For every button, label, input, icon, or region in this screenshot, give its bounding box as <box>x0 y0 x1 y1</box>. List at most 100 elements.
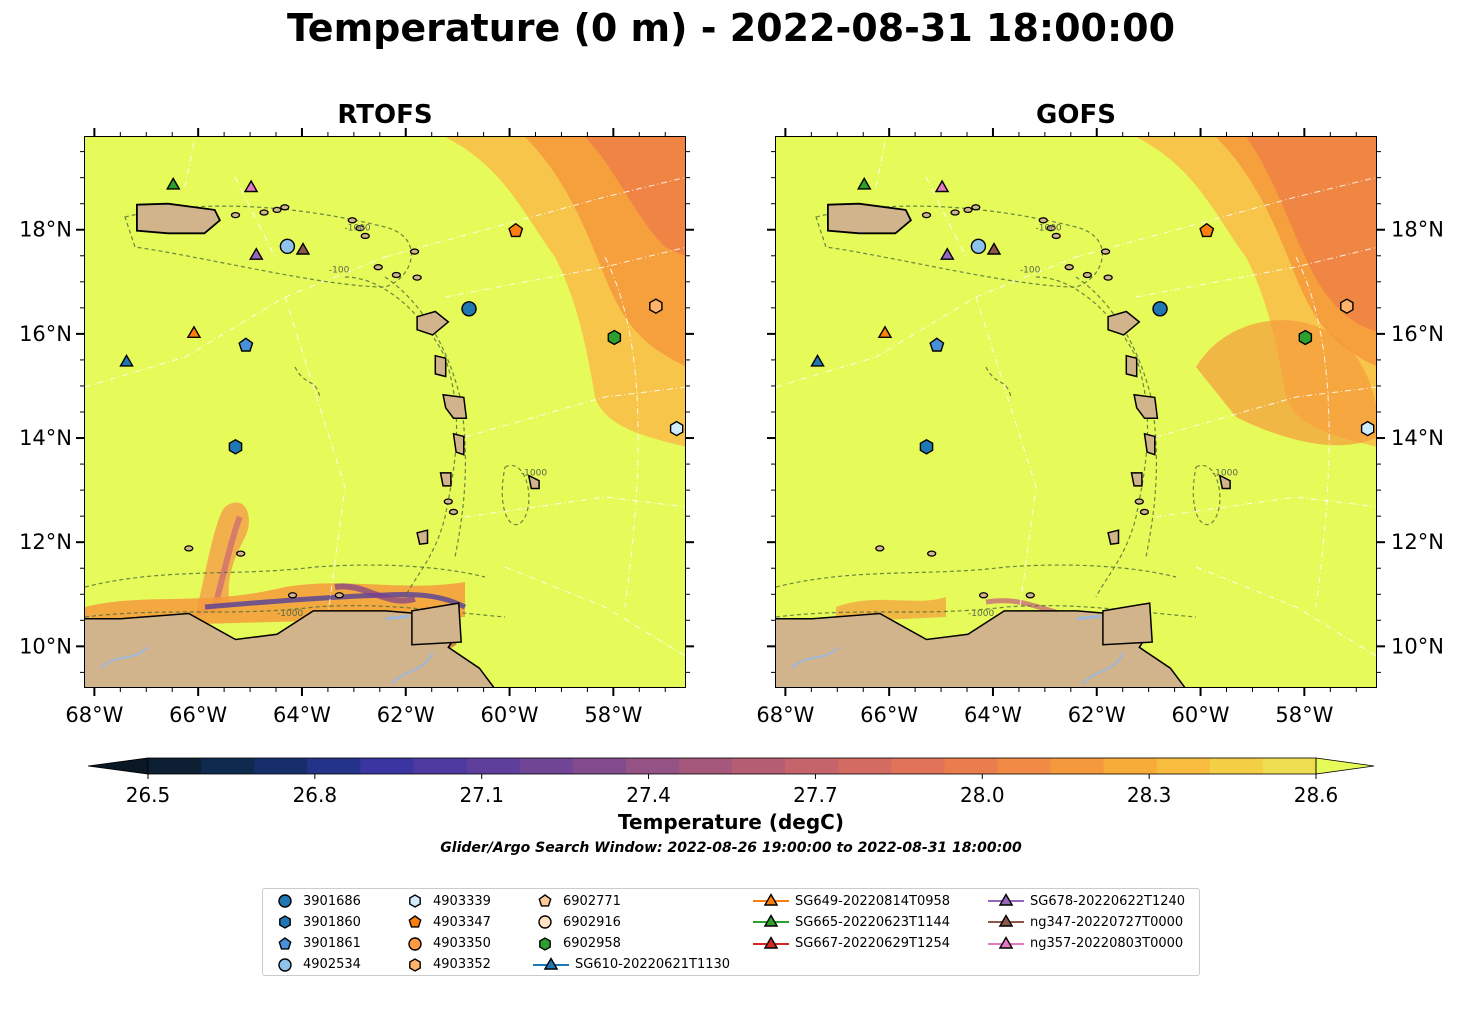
legend-hexagon-icon <box>409 894 421 908</box>
colorbar-segment <box>625 758 680 774</box>
legend-label: 4903350 <box>433 936 491 952</box>
marker-SG665-20220623T1144 <box>856 176 872 190</box>
colorbar-segment <box>1050 758 1105 774</box>
legend-item-3901686: 3901686 <box>273 891 361 911</box>
xtick-label: 62°W <box>1068 703 1126 727</box>
legend-pentagon-icon <box>278 936 292 950</box>
legend-label: 4903339 <box>433 893 491 909</box>
island-5 <box>416 529 429 546</box>
small-island-8 <box>1103 274 1113 281</box>
marker-3901860 <box>919 438 934 455</box>
colorbar-tick-label: 27.1 <box>459 783 504 807</box>
colorbar-segment <box>466 758 521 774</box>
small-island-9 <box>355 224 365 232</box>
marker-3901861 <box>238 337 254 352</box>
xtick-label: 68°W <box>65 703 123 727</box>
colorbar-segment <box>307 758 361 774</box>
small-island-2 <box>280 204 290 211</box>
colorbar-segment <box>519 758 574 774</box>
small-island-5 <box>1064 264 1074 271</box>
xtick-label: 68°W <box>756 703 814 727</box>
legend-label: ng357-20220803T0000 <box>1030 936 1184 952</box>
contour-label-1: -100 <box>329 265 350 275</box>
legend-item-SG665-20220623T1144: SG665-20220623T1144 <box>753 912 950 932</box>
colorbar-segment <box>254 758 308 774</box>
xtick-label: 58°W <box>1275 703 1333 727</box>
island-2 <box>452 432 465 456</box>
colorbar-tick-label: 28.3 <box>1127 783 1172 807</box>
colorbar-tick-label: 26.8 <box>293 783 338 807</box>
map-panel-rtofs: -1000 -100 -1000 -1000 <box>84 136 686 688</box>
legend-hexagon-icon <box>279 915 291 930</box>
legend-triangle-icon <box>753 914 789 927</box>
land-puerto-rico <box>136 202 222 235</box>
marker-6902958 <box>607 329 622 346</box>
marker-4903352 <box>1340 298 1354 315</box>
small-island-17 <box>443 498 453 505</box>
legend-item-4902534: 4902534 <box>273 955 361 975</box>
colorbar-segment <box>838 758 892 774</box>
colorbar: 26.5 26.8 27.1 27.4 27.7 28.0 28.3 28.6 <box>87 757 1375 807</box>
legend-item-4903350: 4903350 <box>403 934 491 954</box>
legend-label: 6902958 <box>563 936 621 952</box>
marker-4903339 <box>1360 420 1375 437</box>
marker-4903339 <box>669 420 684 437</box>
legend-label: 6902771 <box>563 893 621 909</box>
legend-label: SG678-20220622T1240 <box>1030 893 1186 909</box>
island-4 <box>527 474 540 490</box>
map-gofs: -1000 -100 -1000 -1000 <box>776 137 1376 687</box>
legend-item-6902771: 6902771 <box>533 891 621 911</box>
legend-item-ng357-20220803T0000: ng357-20220803T0000 <box>988 934 1183 954</box>
colorbar-extend-high <box>1315 757 1375 775</box>
legend: 3901686 3901860 3901861 4902534 4903339 49033… <box>262 888 1200 976</box>
marker-4903352 <box>649 298 663 315</box>
small-island-16 <box>1139 508 1150 516</box>
colorbar-segment <box>1262 758 1317 774</box>
legend-triangle-icon <box>988 935 1024 949</box>
marker-SG678-20220622T1240 <box>939 247 955 260</box>
small-island-5 <box>373 264 383 271</box>
colorbar-tick-label: 28.0 <box>960 783 1005 807</box>
marker-ng357-20220803T0000 <box>243 179 259 193</box>
legend-triangle-icon <box>988 914 1024 927</box>
small-island-7 <box>409 248 420 255</box>
map-panel-gofs: -1000 -100 -1000 -1000 <box>775 136 1377 688</box>
marker-3901861 <box>929 337 945 352</box>
colorbar-segment <box>1103 758 1158 774</box>
island-2 <box>1143 432 1156 456</box>
small-island-16 <box>448 508 459 516</box>
xtick-label: 64°W <box>273 703 331 727</box>
small-island-12 <box>334 592 344 599</box>
legend-item-SG610-20220621T1130: SG610-20220621T1130 <box>533 955 730 975</box>
land-trinidad <box>411 602 462 646</box>
panel-title-rtofs: RTOFS <box>337 100 433 130</box>
small-island-6 <box>391 271 402 279</box>
small-island-1 <box>963 206 973 214</box>
legend-item-4903352: 4903352 <box>403 955 491 975</box>
marker-6902958 <box>1298 329 1313 346</box>
marker-SG649-20220814T0958 <box>186 325 202 339</box>
island-0 <box>416 310 450 336</box>
marker-SG610-20220621T1130 <box>119 353 134 367</box>
colorbar-tick-label: 26.5 <box>126 783 171 807</box>
small-island-10 <box>1038 217 1048 224</box>
legend-pentagon-icon <box>408 915 422 928</box>
colorbar-segment <box>413 758 468 774</box>
xtick-label: 62°W <box>377 703 435 727</box>
small-island-2 <box>971 204 981 211</box>
legend-pentagon-icon <box>538 894 552 907</box>
colorbar-segment <box>997 758 1052 774</box>
legend-circle-icon <box>408 936 422 951</box>
land-trinidad <box>1102 602 1153 646</box>
colorbar-segment <box>732 758 786 774</box>
legend-label: SG667-20220629T1254 <box>795 936 951 952</box>
legend-circle-icon <box>278 894 292 908</box>
island-6 <box>1130 472 1143 487</box>
contour-label-2: -1000 <box>344 224 370 234</box>
xtick-label: 64°W <box>964 703 1022 727</box>
marker-3901860 <box>228 438 243 455</box>
colorbar-tick-label: 27.7 <box>793 783 838 807</box>
island-1 <box>1133 393 1159 419</box>
small-island-15 <box>184 545 194 552</box>
legend-triangle-icon <box>753 935 789 949</box>
